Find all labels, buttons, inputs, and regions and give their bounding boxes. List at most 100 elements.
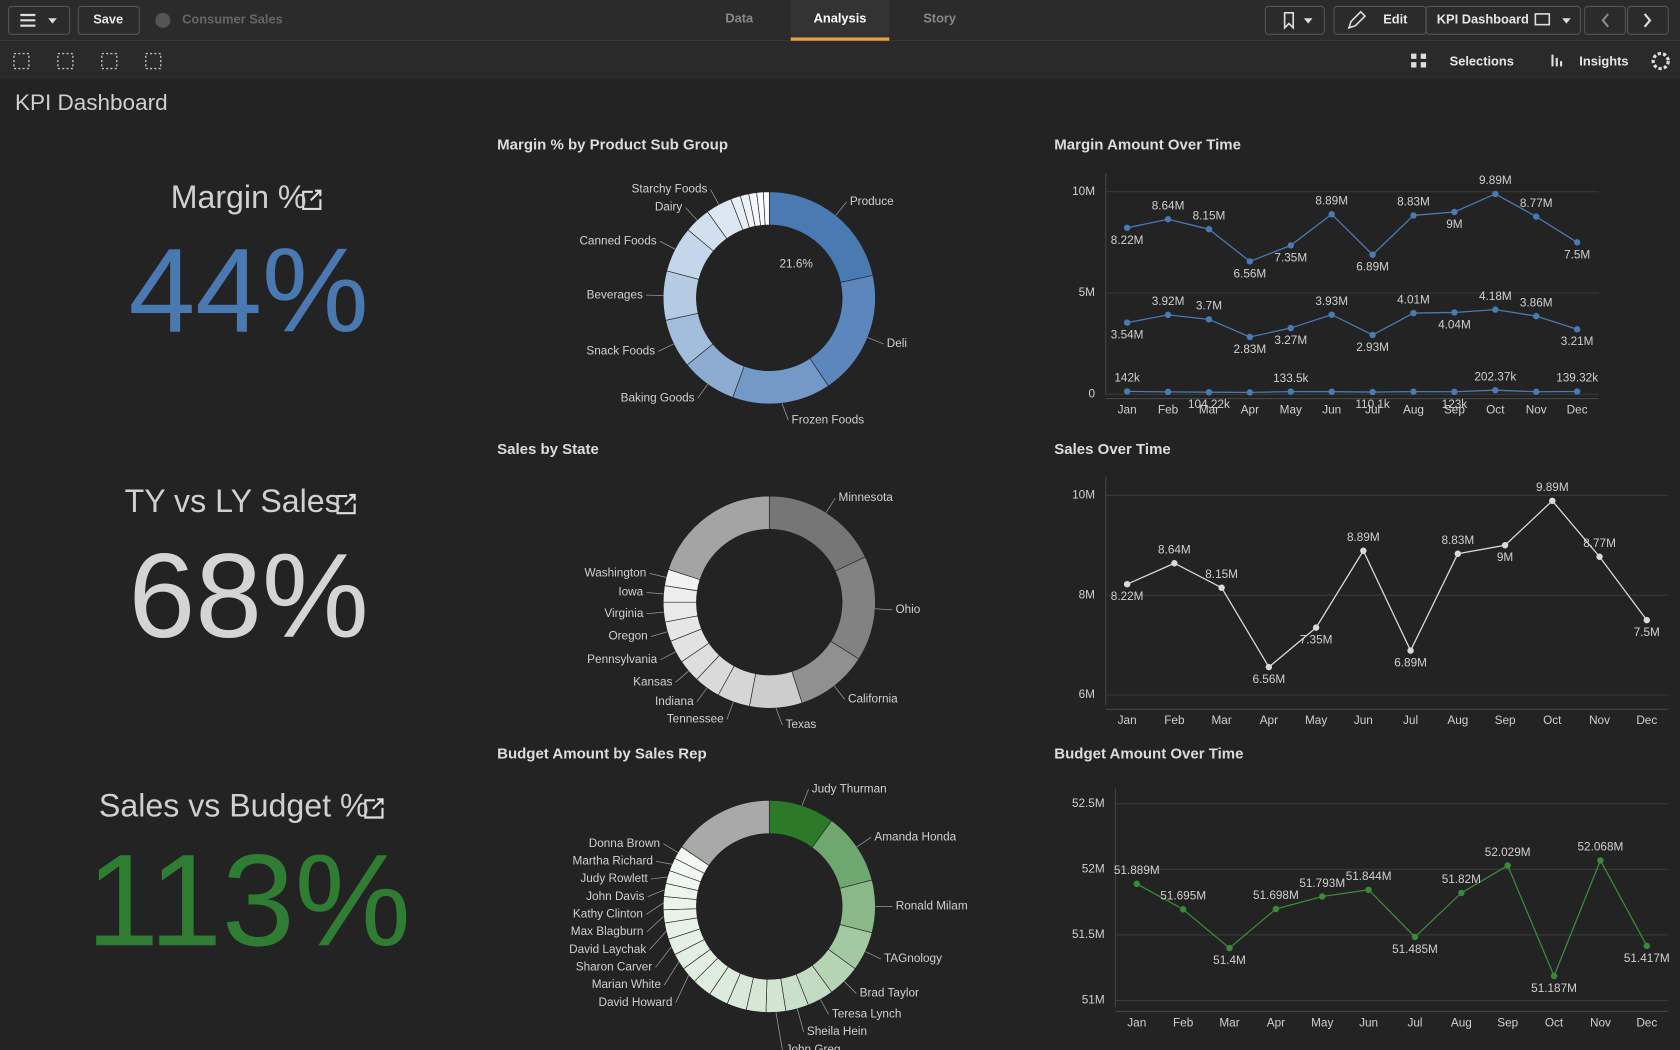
button-frame xyxy=(8,5,71,35)
donut-slice xyxy=(668,495,770,581)
x-tick-label: Aug xyxy=(1403,403,1424,416)
donut-slice xyxy=(762,191,770,226)
leader-line xyxy=(801,789,809,806)
data-label: 3.92M xyxy=(1152,295,1185,308)
x-tick-label: Dec xyxy=(1567,403,1588,416)
data-point xyxy=(1533,213,1540,220)
data-label: 21.6% xyxy=(779,258,813,271)
prev-sheet[interactable] xyxy=(1584,5,1626,35)
data-label: 202.37k xyxy=(1474,370,1516,383)
button-frame xyxy=(1626,5,1669,35)
settings-icon[interactable] xyxy=(1651,51,1670,71)
data-point xyxy=(1123,388,1131,395)
data-label: 7.5M xyxy=(1634,626,1660,639)
data-label: 123k xyxy=(1442,398,1468,411)
data-point xyxy=(1533,388,1540,395)
data-point xyxy=(1451,388,1458,396)
slice-label: John Greg xyxy=(786,1043,841,1050)
data-label: 6.56M xyxy=(1234,267,1267,280)
leader-line xyxy=(660,651,676,661)
data-point xyxy=(1458,889,1465,897)
tab[interactable]: Data xyxy=(725,11,754,26)
sheet-selector[interactable]: KPI Dashboard xyxy=(1425,5,1581,35)
data-label: 3.54M xyxy=(1111,329,1144,342)
data-point xyxy=(1246,389,1254,396)
link-icon[interactable] xyxy=(302,189,322,210)
slice-label: Judy Thurman xyxy=(812,782,887,795)
kpi-value: 113% xyxy=(86,827,411,973)
donut-slice xyxy=(839,879,876,934)
x-tick-label: Jan xyxy=(1118,714,1137,727)
data-label: 3.93M xyxy=(1315,295,1348,308)
slice-label: Ronald Milam xyxy=(896,900,968,913)
x-tick-label: Aug xyxy=(1447,714,1468,727)
data-label: 6.89M xyxy=(1394,657,1427,670)
x-tick-label: Feb xyxy=(1158,403,1179,416)
data-point xyxy=(1218,584,1225,591)
tab[interactable]: Story xyxy=(923,11,957,26)
slice-label: Produce xyxy=(850,195,894,208)
insights-button[interactable]: Insights xyxy=(1551,54,1629,69)
x-tick-label: Aug xyxy=(1451,1016,1472,1029)
data-point xyxy=(1410,309,1417,317)
data-point xyxy=(1205,225,1213,233)
data-point xyxy=(1123,224,1131,232)
slice-label: Marian White xyxy=(592,978,662,991)
button-frame xyxy=(1264,5,1325,35)
data-label: 51.82M xyxy=(1442,873,1481,886)
leader-line xyxy=(796,1008,805,1033)
data-label: 3.27M xyxy=(1274,334,1307,347)
selections-button[interactable]: Selections xyxy=(1411,54,1514,69)
chart-title: Margin Amount Over Time xyxy=(1054,137,1241,154)
x-tick-label: Nov xyxy=(1589,714,1610,727)
x-tick-label: Apr xyxy=(1267,1016,1285,1029)
leader-line xyxy=(834,685,846,700)
clear-selections[interactable] xyxy=(145,52,162,70)
donut-slice xyxy=(662,270,700,321)
leader-line xyxy=(655,946,672,968)
data-point xyxy=(1205,316,1213,323)
kpi-title: Margin % xyxy=(171,179,307,215)
slice-label: Snack Foods xyxy=(586,344,655,357)
data-point xyxy=(1319,893,1326,900)
slice-label: Deli xyxy=(887,337,907,350)
edit-button[interactable]: Edit xyxy=(1333,5,1427,35)
x-tick-label: Feb xyxy=(1164,714,1185,727)
link-icon[interactable] xyxy=(336,493,356,515)
data-point xyxy=(1643,942,1650,950)
next-sheet[interactable] xyxy=(1626,5,1669,35)
leader-line xyxy=(696,687,708,703)
leader-line xyxy=(875,608,893,611)
data-point xyxy=(1365,886,1372,894)
data-label: 9.89M xyxy=(1536,481,1569,494)
x-tick-label: Jul xyxy=(1365,403,1380,416)
x-tick-label: Jun xyxy=(1359,1016,1378,1029)
link-icons xyxy=(302,189,384,819)
slice-label: Baking Goods xyxy=(621,391,695,404)
link-icon[interactable] xyxy=(364,798,384,819)
menu-button[interactable] xyxy=(8,5,71,35)
slice-label: Donna Brown xyxy=(589,837,660,850)
leader-line xyxy=(650,631,668,637)
button-frame xyxy=(1425,5,1581,35)
save-label: Save xyxy=(93,12,123,27)
smart-search[interactable] xyxy=(13,52,30,70)
save-button[interactable]: Save xyxy=(77,5,140,35)
data-point xyxy=(1643,616,1650,624)
bookmark-button[interactable] xyxy=(1264,5,1325,35)
data-point xyxy=(1410,388,1417,395)
step-forward[interactable] xyxy=(101,52,118,70)
slice-label: Iowa xyxy=(618,586,643,599)
step-back[interactable] xyxy=(57,52,74,70)
data-label: 3.7M xyxy=(1196,300,1222,313)
tab[interactable]: Analysis xyxy=(814,11,867,26)
data-point xyxy=(1133,880,1140,888)
data-label: 8.77M xyxy=(1583,537,1616,550)
chart-title: Sales by State xyxy=(497,441,599,458)
sheet-name: KPI Dashboard xyxy=(1437,12,1529,27)
x-tick-label: Jan xyxy=(1118,403,1137,416)
data-label: 51.844M xyxy=(1346,870,1392,883)
sheet-title: KPI Dashboard xyxy=(15,90,168,115)
data-label: 8.77M xyxy=(1520,197,1553,210)
